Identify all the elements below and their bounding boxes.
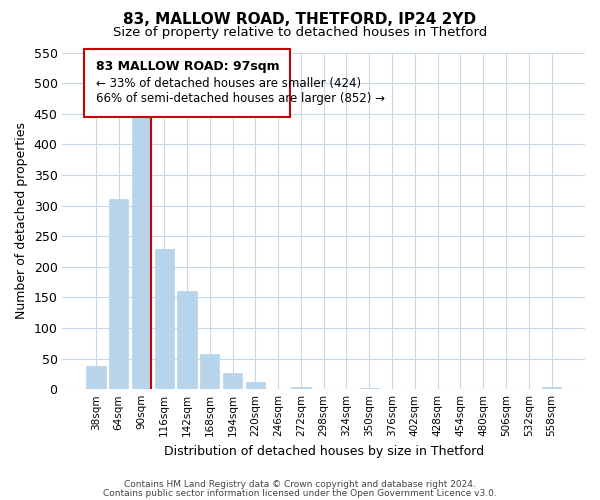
FancyBboxPatch shape <box>85 50 290 117</box>
Y-axis label: Number of detached properties: Number of detached properties <box>15 122 28 320</box>
Bar <box>132 110 151 389</box>
Bar <box>109 199 128 389</box>
Bar <box>200 354 220 389</box>
Text: Contains HM Land Registry data © Crown copyright and database right 2024.: Contains HM Land Registry data © Crown c… <box>124 480 476 489</box>
Text: 83 MALLOW ROAD: 97sqm: 83 MALLOW ROAD: 97sqm <box>96 60 280 73</box>
Text: Contains public sector information licensed under the Open Government Licence v3: Contains public sector information licen… <box>103 488 497 498</box>
Bar <box>291 388 311 389</box>
Text: 83, MALLOW ROAD, THETFORD, IP24 2YD: 83, MALLOW ROAD, THETFORD, IP24 2YD <box>124 12 476 28</box>
Bar <box>223 374 242 389</box>
Text: 66% of semi-detached houses are larger (852) →: 66% of semi-detached houses are larger (… <box>96 92 385 106</box>
Bar <box>542 388 561 389</box>
Text: ← 33% of detached houses are smaller (424): ← 33% of detached houses are smaller (42… <box>96 77 361 90</box>
Bar <box>178 291 197 389</box>
X-axis label: Distribution of detached houses by size in Thetford: Distribution of detached houses by size … <box>164 444 484 458</box>
Text: Size of property relative to detached houses in Thetford: Size of property relative to detached ho… <box>113 26 487 39</box>
Bar <box>155 249 174 389</box>
Bar <box>245 382 265 389</box>
Bar <box>86 366 106 389</box>
Bar <box>359 388 379 389</box>
